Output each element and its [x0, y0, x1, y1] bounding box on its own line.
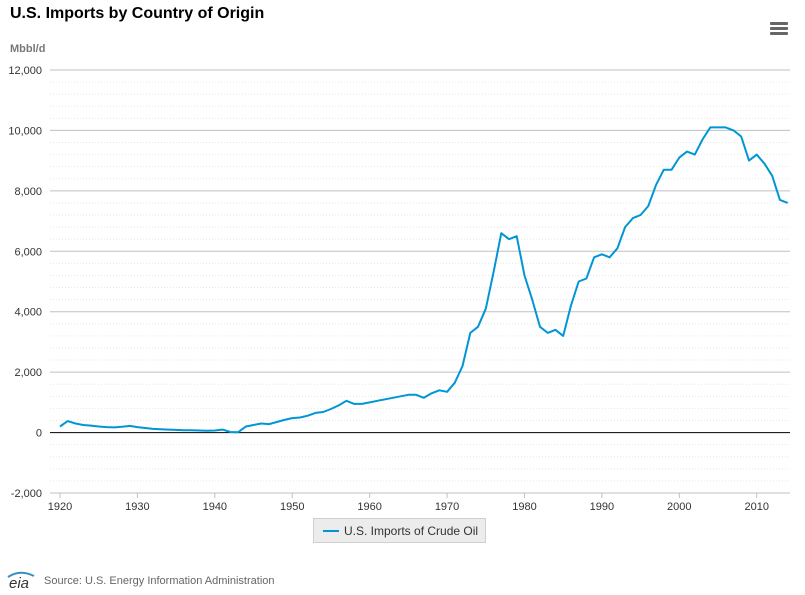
y-tick-label: 12,000: [8, 65, 42, 77]
x-tick-label: 1960: [357, 501, 381, 513]
series-line-crude-oil-imports: [59, 126, 789, 434]
menu-bar: [770, 27, 788, 30]
y-tick-label: 0: [36, 428, 42, 440]
source-note: Source: U.S. Energy Information Administ…: [44, 575, 275, 587]
y-tick-label: -2,000: [11, 488, 42, 500]
x-tick-label: 2000: [667, 501, 691, 513]
legend-swatch: [323, 530, 339, 532]
series-group: [59, 126, 789, 434]
x-tick-label: 1920: [48, 501, 72, 513]
page-title: U.S. Imports by Country of Origin: [10, 5, 265, 22]
y-axis-unit-label: Mbbl/d: [10, 43, 46, 55]
x-tick-label: 1930: [125, 501, 149, 513]
y-tick-label: 10,000: [8, 125, 42, 137]
menu-bar: [770, 32, 788, 35]
hamburger-menu-icon[interactable]: [770, 22, 788, 36]
legend-item-crude-oil-imports[interactable]: U.S. Imports of Crude Oil: [313, 518, 486, 543]
x-tick-label: 1980: [512, 501, 536, 513]
x-tick-label: 1990: [590, 501, 614, 513]
y-tick-label: 4,000: [14, 307, 42, 319]
eia-logo: eia: [7, 571, 35, 590]
menu-bar: [770, 22, 788, 25]
svg-text:eia: eia: [9, 575, 29, 590]
x-tick-label: 1940: [203, 501, 227, 513]
minor-gridlines: [50, 81, 790, 482]
x-axis-ticks: 1920 1930 1940 1950 1960 1970 1980 1990 2000 2010: [48, 493, 769, 513]
y-tick-label: 6,000: [14, 246, 42, 258]
x-tick-label: 1970: [435, 501, 459, 513]
y-tick-label: 2,000: [14, 367, 42, 379]
x-tick-label: 2010: [744, 501, 768, 513]
major-gridlines: [50, 69, 790, 494]
y-axis-tick-labels: -2,000 0 2,000 4,000 6,000 8,000 10,000 12,000: [8, 65, 42, 500]
legend-label: U.S. Imports of Crude Oil: [344, 524, 479, 538]
y-tick-label: 8,000: [14, 186, 42, 198]
x-tick-label: 1950: [280, 501, 304, 513]
